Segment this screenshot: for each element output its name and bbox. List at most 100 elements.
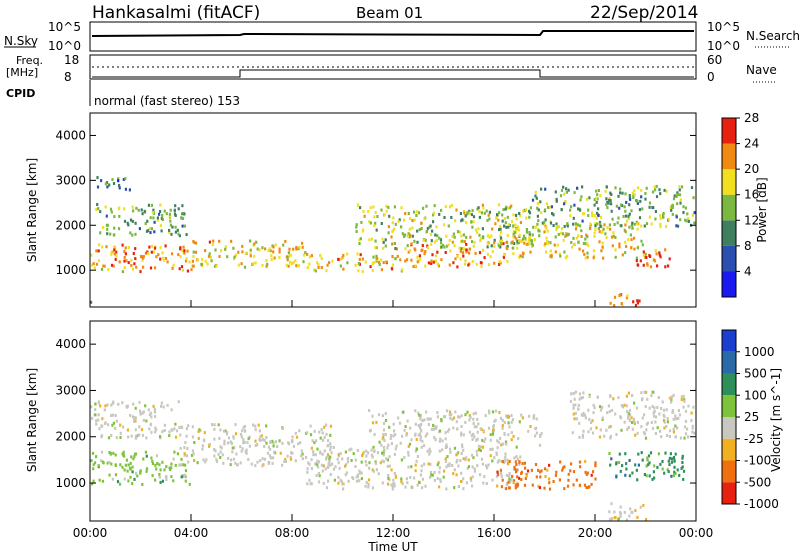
heatmap-cell bbox=[491, 410, 495, 414]
heatmap-cell bbox=[394, 257, 397, 261]
heatmap-cell bbox=[417, 424, 420, 427]
heatmap-cell bbox=[144, 222, 147, 226]
heatmap-cell bbox=[569, 469, 572, 473]
heatmap-cell bbox=[278, 247, 281, 251]
heatmap-cell bbox=[208, 444, 211, 448]
heatmap-cell bbox=[108, 183, 111, 187]
heatmap-cell bbox=[326, 263, 329, 267]
heatmap-cell bbox=[511, 474, 514, 478]
heatmap-cell bbox=[278, 256, 281, 259]
heatmap-cell bbox=[514, 483, 517, 487]
heatmap-cell bbox=[124, 252, 127, 256]
heatmap-cell bbox=[415, 214, 418, 217]
heatmap-cell bbox=[313, 441, 316, 445]
heatmap-cell bbox=[241, 447, 244, 451]
heatmap-cell bbox=[496, 470, 499, 474]
heatmap-cell bbox=[185, 454, 188, 458]
heatmap-cell bbox=[683, 436, 686, 440]
heatmap-cell bbox=[690, 419, 693, 423]
heatmap-cell bbox=[577, 240, 580, 244]
heatmap-cell bbox=[514, 223, 517, 227]
heatmap-cell bbox=[294, 459, 297, 463]
colorbar-tick-label: -1000 bbox=[744, 497, 779, 511]
heatmap-cell bbox=[187, 424, 190, 428]
heatmap-cell bbox=[536, 222, 539, 226]
heatmap-cell bbox=[631, 510, 634, 514]
nave-tick-top: 60 bbox=[707, 53, 722, 67]
heatmap-cell bbox=[569, 214, 572, 218]
heatmap-cell bbox=[376, 451, 380, 455]
heatmap-cell bbox=[423, 252, 426, 256]
heatmap-cell bbox=[307, 461, 310, 465]
heatmap-cell bbox=[342, 267, 345, 271]
heatmap-cell bbox=[204, 460, 207, 464]
heatmap-cell bbox=[256, 460, 259, 464]
heatmap-cell bbox=[201, 447, 204, 451]
heatmap-cell bbox=[560, 231, 563, 235]
heatmap-cell bbox=[462, 433, 465, 437]
heatmap-cell bbox=[91, 451, 95, 455]
heatmap-cell bbox=[628, 514, 631, 518]
heatmap-cell bbox=[321, 438, 325, 442]
heatmap-cell bbox=[598, 240, 601, 244]
heatmap-cell bbox=[267, 249, 270, 253]
heatmap-cell bbox=[261, 464, 264, 468]
heatmap-cell bbox=[578, 247, 581, 251]
heatmap-cell bbox=[176, 452, 179, 456]
heatmap-cell bbox=[446, 455, 449, 459]
heatmap-cell bbox=[575, 224, 578, 228]
heatmap-cell bbox=[174, 204, 177, 208]
heatmap-cell bbox=[133, 419, 136, 423]
heatmap-cell bbox=[447, 243, 450, 247]
heatmap-cell bbox=[524, 466, 527, 470]
heatmap-cell bbox=[166, 260, 169, 264]
heatmap-cell bbox=[414, 449, 417, 453]
heatmap-cell bbox=[111, 413, 115, 417]
heatmap-cell bbox=[153, 220, 156, 224]
heatmap-cell bbox=[372, 469, 375, 473]
heatmap-cell bbox=[607, 404, 610, 408]
heatmap-cell bbox=[448, 428, 451, 432]
xtick-label: 16:00 bbox=[477, 526, 512, 540]
heatmap-cell bbox=[113, 252, 116, 256]
heatmap-cell bbox=[102, 264, 105, 268]
heatmap-cell bbox=[95, 455, 98, 459]
heatmap-cell bbox=[601, 231, 604, 235]
heatmap-cell bbox=[310, 446, 313, 450]
heatmap-cell bbox=[392, 216, 395, 220]
heatmap-cell bbox=[420, 464, 423, 468]
heatmap-cell bbox=[636, 431, 639, 435]
heatmap-cell bbox=[654, 415, 658, 419]
heatmap-cell bbox=[445, 443, 448, 447]
heatmap-cell bbox=[537, 468, 540, 472]
heatmap-cell bbox=[511, 240, 514, 244]
heatmap-cell bbox=[679, 201, 682, 205]
heatmap-cell bbox=[526, 242, 529, 246]
heatmap-cell bbox=[409, 233, 412, 237]
colorbar-swatch bbox=[722, 330, 736, 352]
heatmap-cell bbox=[569, 208, 572, 212]
heatmap-cell bbox=[161, 460, 164, 464]
heatmap-cell bbox=[633, 236, 636, 240]
heatmap-cell bbox=[501, 213, 504, 217]
heatmap-cell bbox=[394, 222, 397, 226]
heatmap-cell bbox=[432, 260, 435, 264]
heatmap-cell bbox=[213, 427, 216, 431]
heatmap-cell bbox=[191, 449, 194, 453]
heatmap-cell bbox=[415, 447, 418, 451]
heatmap-cell bbox=[656, 405, 659, 409]
heatmap-cell bbox=[264, 247, 267, 251]
heatmap-cell bbox=[574, 411, 577, 415]
heatmap-cell bbox=[424, 484, 427, 488]
heatmap-cell bbox=[325, 423, 328, 427]
heatmap-cell bbox=[151, 211, 154, 215]
heatmap-cell bbox=[157, 253, 160, 257]
heatmap-cell bbox=[662, 419, 666, 422]
heatmap-cell bbox=[123, 468, 126, 472]
colorbar-tick-label: 20 bbox=[744, 162, 759, 176]
nsky-label: N.Sky bbox=[4, 34, 38, 48]
heatmap-cell bbox=[433, 240, 436, 244]
heatmap-cell bbox=[308, 478, 311, 482]
heatmap-cell bbox=[318, 430, 321, 434]
heatmap-cell bbox=[355, 230, 358, 233]
